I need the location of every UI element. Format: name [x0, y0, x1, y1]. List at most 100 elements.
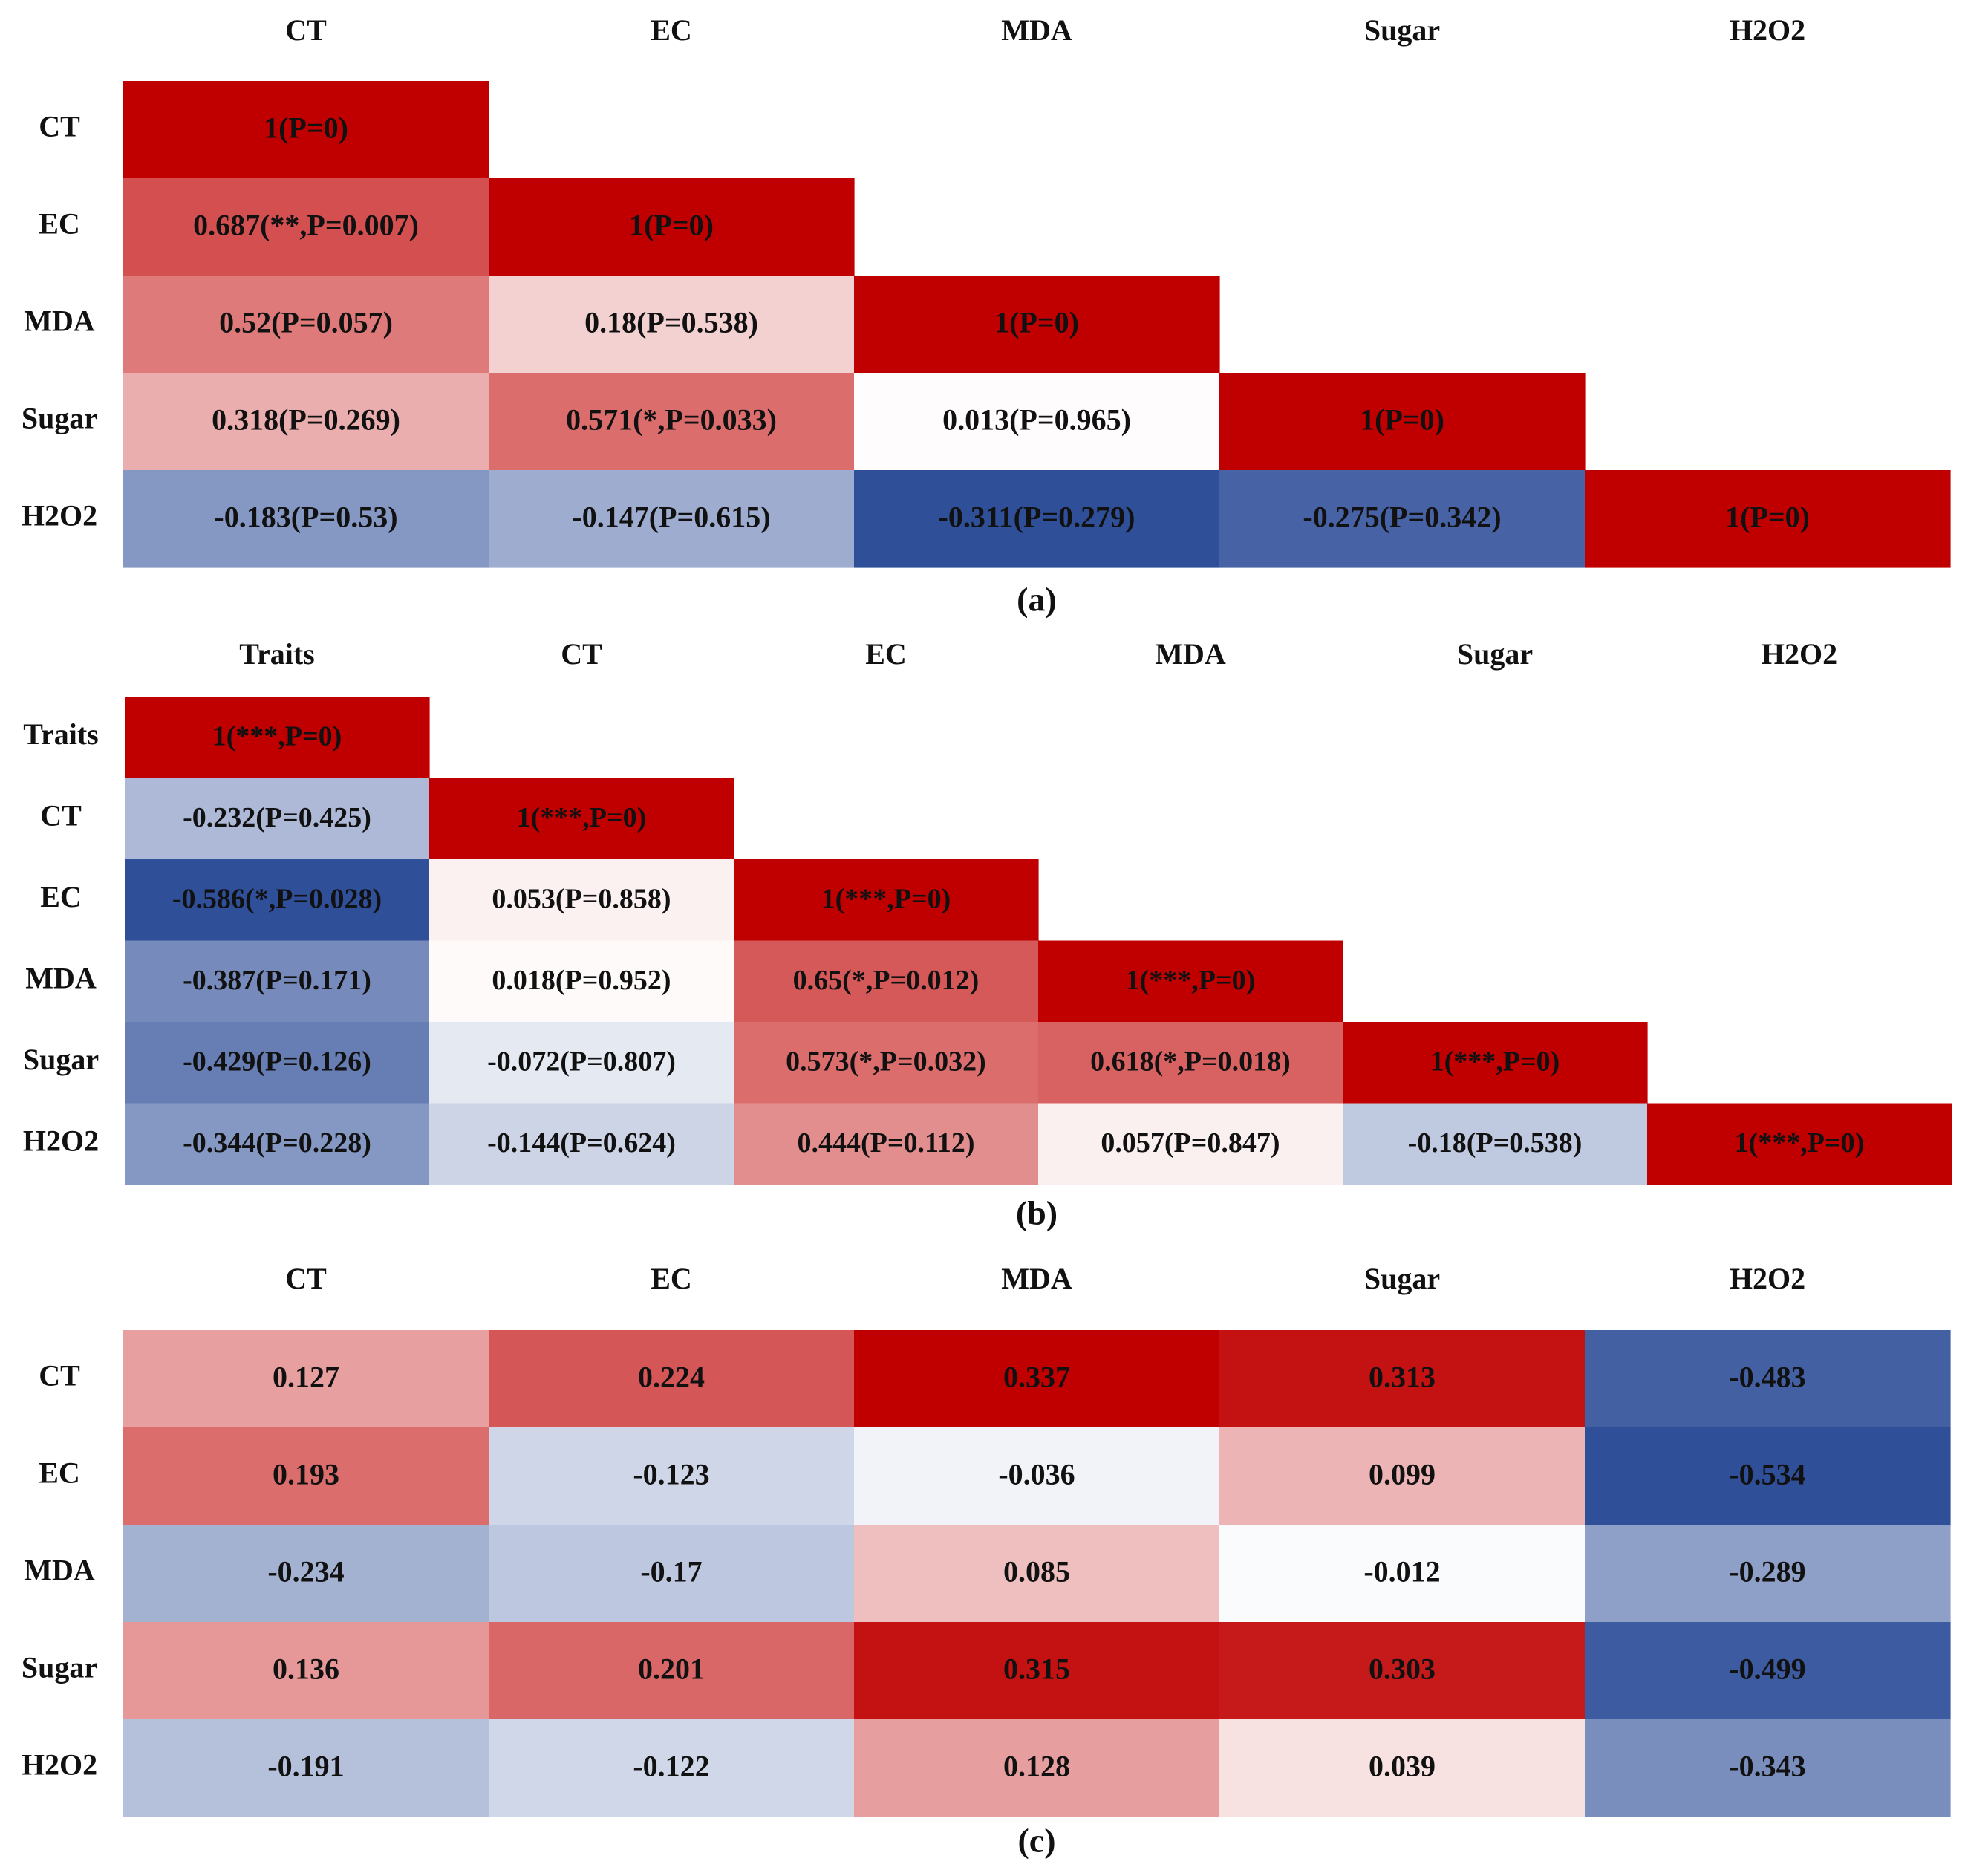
heatmap-cell	[489, 470, 855, 568]
row-header: EC	[39, 1456, 80, 1490]
cell-label: -0.343	[1729, 1750, 1805, 1783]
heatmap-cell	[429, 1103, 734, 1185]
heatmap-cell	[1343, 1103, 1648, 1185]
heatmap-cell	[854, 373, 1220, 471]
column-header: EC	[865, 637, 907, 671]
row-header: Sugar	[23, 1043, 99, 1076]
row-header: H2O2	[23, 1124, 99, 1157]
cell-label: 0.318(P=0.269)	[212, 403, 400, 437]
cell-label: -0.586(*,P=0.028)	[172, 883, 382, 914]
row-header: EC	[39, 207, 80, 241]
heatmap-cell	[1219, 373, 1586, 471]
heatmap-panel-b: Traits CT EC MDA Sugar H2O2 Traits 1(***,P=0) CT…	[23, 637, 1952, 1232]
cell-label: -0.232(P=0.425)	[183, 802, 371, 833]
heatmap-cell	[1647, 1103, 1952, 1185]
heatmap-cell	[1585, 1330, 1951, 1428]
cell-label: -0.499	[1729, 1652, 1805, 1686]
heatmap-cell	[1585, 470, 1951, 568]
cell-label: 1(***,P=0)	[821, 883, 951, 914]
heatmap-cell	[854, 1525, 1220, 1623]
heatmap-cell	[1585, 1427, 1951, 1525]
cell-label: 1(***,P=0)	[212, 720, 342, 752]
heatmap-cell	[489, 373, 855, 471]
cell-label: 0.571(*,P=0.033)	[566, 403, 777, 437]
row-header: H2O2	[22, 499, 97, 532]
heatmap-cell	[734, 940, 1039, 1023]
column-header: CT	[285, 13, 327, 47]
cell-label: 0.099	[1369, 1458, 1436, 1491]
cell-label: 0.057(P=0.847)	[1101, 1127, 1280, 1159]
heatmap-cell	[854, 1427, 1220, 1525]
heatmap-cell	[1219, 1427, 1586, 1525]
column-header: Sugar	[1457, 637, 1533, 671]
row-header: CT	[40, 798, 82, 832]
heatmap-cell	[1343, 1022, 1648, 1104]
cell-label: 0.128	[1003, 1750, 1070, 1783]
cell-label: 1(P=0)	[264, 111, 348, 145]
heatmap-cell	[123, 1330, 489, 1428]
panel-caption: (c)	[1017, 1822, 1055, 1860]
heatmap-cell	[1219, 470, 1586, 568]
cell-label: -0.534	[1729, 1458, 1805, 1491]
heatmap-cell	[123, 81, 489, 179]
row-header: Sugar	[22, 1651, 97, 1684]
cell-label: 0.313	[1369, 1361, 1436, 1394]
cell-label: 0.687(**,P=0.007)	[193, 209, 419, 242]
cell-label: -0.429(P=0.126)	[183, 1046, 371, 1077]
cell-label: 1(***,P=0)	[1430, 1046, 1560, 1077]
heatmap-cell	[429, 778, 734, 860]
heatmap-cell	[854, 1622, 1220, 1720]
heatmap-cell	[854, 470, 1220, 568]
cell-label: 0.224	[638, 1361, 705, 1394]
heatmap-cell	[1038, 1103, 1343, 1185]
heatmap-cell	[1038, 940, 1343, 1023]
heatmap-cell	[854, 1719, 1220, 1817]
cell-label: -0.344(P=0.228)	[183, 1127, 371, 1159]
cell-label: -0.123	[633, 1458, 709, 1491]
panel-caption: (a)	[1017, 581, 1057, 619]
cell-label: -0.147(P=0.615)	[572, 501, 770, 534]
heatmap-cell	[123, 1427, 489, 1525]
heatmap-cell	[123, 1525, 489, 1623]
heatmap-cell	[489, 1719, 855, 1817]
cell-label: 0.085	[1003, 1555, 1070, 1589]
column-header: CT	[561, 637, 602, 671]
cell-label: 0.573(*,P=0.032)	[786, 1046, 986, 1077]
heatmap-cell	[489, 1330, 855, 1428]
column-header: H2O2	[1762, 637, 1837, 671]
heatmap-cell	[1585, 1719, 1951, 1817]
column-header: MDA	[1155, 637, 1226, 671]
heatmap-cell	[854, 1330, 1220, 1428]
cell-label: 0.039	[1369, 1750, 1436, 1783]
heatmap-cell	[854, 276, 1220, 374]
heatmap-cell	[489, 1622, 855, 1720]
heatmap-cell	[429, 940, 734, 1023]
heatmap-cell	[734, 1103, 1039, 1185]
heatmap-cell	[1219, 1525, 1586, 1623]
row-header: MDA	[24, 304, 95, 338]
cell-label: 1(P=0)	[1360, 403, 1444, 437]
cell-label: 0.053(P=0.858)	[492, 883, 671, 914]
cell-label: 0.65(*,P=0.012)	[793, 965, 980, 996]
heatmap-cell	[123, 1719, 489, 1817]
column-header: Sugar	[1364, 1262, 1440, 1295]
row-header: Sugar	[22, 402, 97, 435]
cell-label: -0.387(P=0.171)	[183, 965, 371, 996]
heatmap-panel-c: CT EC MDA Sugar H2O2 CT 0.127 0.224 0.337 0.313 -0…	[22, 1262, 1951, 1860]
column-header: H2O2	[1730, 13, 1805, 47]
cell-label: 0.193	[273, 1458, 339, 1491]
row-header: MDA	[25, 961, 97, 994]
heatmap-cell	[489, 276, 855, 374]
heatmap-cell	[489, 1427, 855, 1525]
column-header: EC	[651, 13, 692, 47]
heatmap-cell	[123, 373, 489, 471]
heatmap-cell	[429, 1022, 734, 1104]
row-header: MDA	[24, 1554, 95, 1587]
cell-label: 0.315	[1003, 1652, 1070, 1686]
heatmap-cell	[125, 1103, 430, 1185]
heatmap-cell	[125, 697, 430, 779]
heatmap-cell	[123, 178, 489, 276]
cell-label: 1(***,P=0)	[517, 802, 647, 833]
cell-label: -0.072(P=0.807)	[487, 1046, 676, 1077]
cell-label: 1(***,P=0)	[1735, 1127, 1865, 1159]
